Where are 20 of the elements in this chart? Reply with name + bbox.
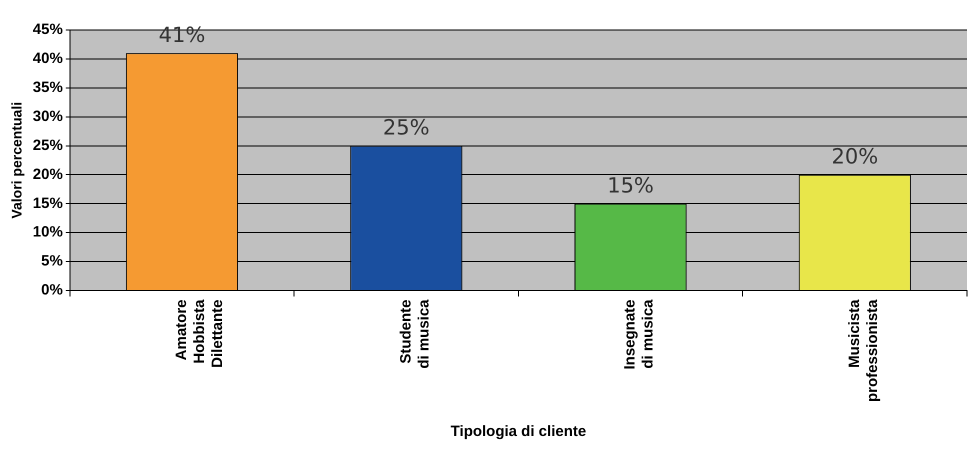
y-tick-label: 0% (41, 282, 63, 299)
x-tick-label: Amatore Hobbista Dilettante (173, 298, 226, 368)
y-axis-title: Valori percentuali (8, 102, 24, 219)
y-tick-label: 30% (32, 108, 63, 125)
y-tick-label: 10% (32, 224, 63, 241)
x-tick-label: Insegnate di musica (622, 298, 657, 370)
y-tick-label: 20% (32, 166, 63, 183)
data-label: 25% (382, 116, 430, 140)
y-tick-label: 40% (32, 50, 63, 68)
data-label: 20% (832, 144, 878, 169)
y-tick-label: 45% (32, 21, 63, 38)
data-label: 15% (607, 174, 654, 198)
y-tick-label: 15% (32, 194, 63, 212)
y-tick-label: 5% (41, 252, 63, 270)
x-tick-label: Musicista professionista (846, 298, 881, 402)
y-tick-label: 35% (32, 79, 63, 96)
y-tick-label: 25% (32, 136, 63, 154)
x-tick-label: Studente di musica (397, 298, 432, 369)
x-axis-title: Tipologia di cliente (450, 423, 586, 440)
data-label: 41% (158, 23, 206, 48)
